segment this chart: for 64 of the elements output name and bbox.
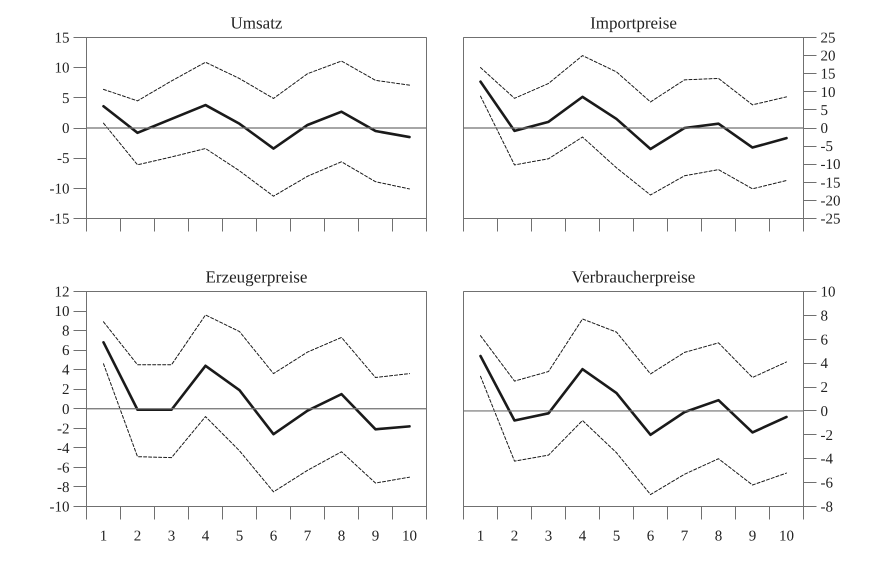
y-tick-label: -5 <box>57 151 70 168</box>
y2-tick-label: -6 <box>820 476 834 492</box>
y2-tick-label: -10 <box>820 157 840 174</box>
x-tick-label: 5 <box>236 528 244 544</box>
x-tick-label: 2 <box>510 528 518 544</box>
y2-tick-label: -15 <box>820 175 840 192</box>
y2-tick-label: 2 <box>820 380 828 396</box>
y2-tick-label: -20 <box>820 193 840 210</box>
y-tick-label: 2 <box>62 382 70 398</box>
y-tick-label: -4 <box>57 440 70 457</box>
y-tick-label: -10 <box>50 181 70 198</box>
y-tick-label: 10 <box>54 304 70 320</box>
x-tick-label: 2 <box>134 528 142 544</box>
y2-tick-label: 10 <box>820 84 836 101</box>
x-tick-label: 9 <box>372 528 380 544</box>
y2-tick-label: 4 <box>820 356 828 372</box>
y-tick-label: 5 <box>62 90 70 107</box>
x-tick-label: 1 <box>100 528 108 544</box>
y-tick-label: -6 <box>57 460 70 476</box>
x-tick-label: 7 <box>304 528 312 544</box>
x-tick-label: 6 <box>646 528 655 544</box>
y-tick-label: -10 <box>50 500 70 516</box>
chart-title: Erzeugerpreise <box>206 268 308 286</box>
chart-title: Umsatz <box>230 14 283 32</box>
x-tick-label: 7 <box>680 528 689 544</box>
y-tick-label: 15 <box>54 30 70 46</box>
y2-tick-label: 15 <box>820 66 836 83</box>
x-tick-label: 10 <box>779 528 794 544</box>
y2-tick-label: 20 <box>820 48 836 65</box>
y-tick-label: 4 <box>62 362 70 379</box>
x-tick-label: 8 <box>338 528 346 544</box>
y2-tick-label: -8 <box>820 500 833 516</box>
y2-tick-label: 8 <box>820 308 828 324</box>
x-tick-label: 3 <box>168 528 176 544</box>
y2-tick-label: 0 <box>820 404 828 420</box>
x-tick-label: 10 <box>402 528 417 544</box>
x-tick-label: 9 <box>748 528 756 544</box>
y-tick-label: 10 <box>54 60 70 77</box>
chart-title: Importpreise <box>590 14 677 32</box>
y2-tick-label: 6 <box>820 332 828 348</box>
x-tick-label: 3 <box>544 528 552 544</box>
y-tick-label: 0 <box>62 402 70 418</box>
x-tick-label: 4 <box>578 528 587 544</box>
y2-tick-label: -4 <box>820 452 834 468</box>
y2-tick-label: -2 <box>820 428 833 444</box>
y2-tick-label: 5 <box>820 102 828 119</box>
y-tick-label: 8 <box>62 324 70 340</box>
y2-tick-label: -5 <box>820 139 833 156</box>
y-tick-label: 12 <box>54 284 70 300</box>
y-tick-label: -15 <box>50 212 70 228</box>
y2-tick-label: 10 <box>820 284 836 300</box>
y2-tick-label: -25 <box>820 212 840 228</box>
y2-tick-label: 25 <box>820 30 836 46</box>
y-tick-label: -8 <box>57 480 70 496</box>
x-tick-label: 4 <box>202 528 210 544</box>
x-tick-label: 8 <box>714 528 722 544</box>
chart-title: Verbraucherpreise <box>572 268 696 286</box>
y-tick-label: 6 <box>62 343 70 360</box>
x-tick-label: 6 <box>270 528 278 544</box>
y-tick-label: -2 <box>57 421 70 438</box>
x-tick-label: 1 <box>476 528 484 544</box>
x-tick-label: 5 <box>612 528 620 544</box>
y2-tick-label: 0 <box>820 121 828 137</box>
y-tick-label: 0 <box>62 121 70 137</box>
